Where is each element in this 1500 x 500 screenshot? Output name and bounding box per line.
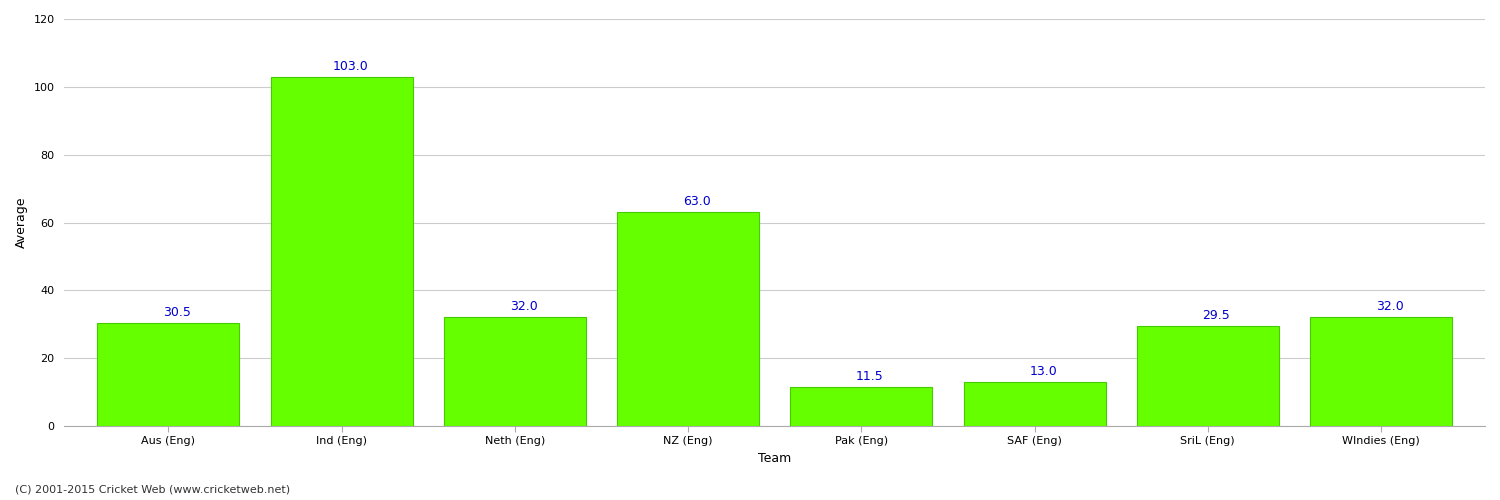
- Bar: [270, 76, 413, 426]
- Text: (C) 2001-2015 Cricket Web (www.cricketweb.net): (C) 2001-2015 Cricket Web (www.cricketwe…: [15, 485, 290, 495]
- Y-axis label: Average: Average: [15, 197, 28, 248]
- Text: 30.5: 30.5: [164, 306, 190, 318]
- Text: 13.0: 13.0: [1029, 365, 1057, 378]
- Bar: [963, 382, 1106, 426]
- Bar: [1310, 318, 1452, 426]
- Bar: [616, 212, 759, 426]
- Text: 32.0: 32.0: [1376, 300, 1404, 314]
- Bar: [1137, 326, 1280, 426]
- Text: 11.5: 11.5: [856, 370, 883, 383]
- Text: 103.0: 103.0: [333, 60, 368, 72]
- Text: 63.0: 63.0: [682, 196, 711, 208]
- Text: 32.0: 32.0: [510, 300, 537, 314]
- Text: 29.5: 29.5: [1203, 309, 1230, 322]
- X-axis label: Team: Team: [758, 452, 792, 465]
- Bar: [444, 318, 586, 426]
- Bar: [98, 322, 240, 426]
- Bar: [790, 387, 933, 426]
